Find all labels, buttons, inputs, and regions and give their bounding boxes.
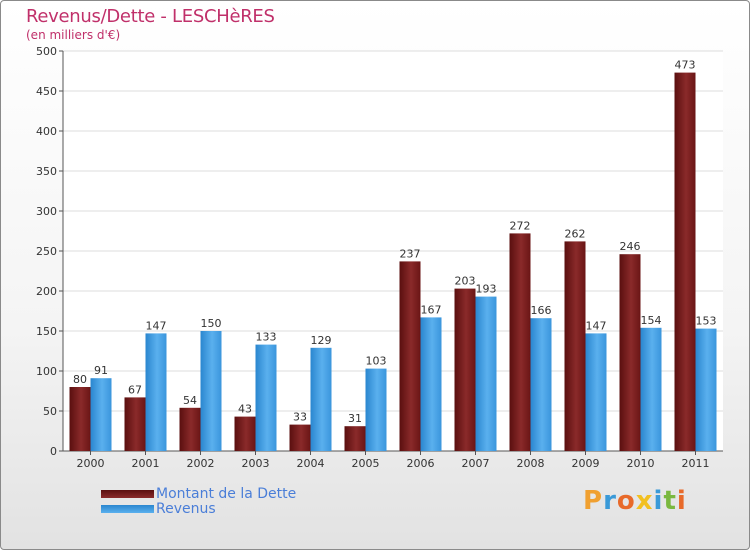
y-tick-label: 100 [36,365,57,378]
data-label: 237 [400,247,421,260]
legend-swatch-debt [101,490,154,498]
data-label: 193 [476,283,497,296]
bar-revenue [585,333,607,451]
bar-revenue [310,347,332,451]
bar-debt [619,254,641,451]
data-label: 147 [146,319,167,332]
bar-revenue [255,344,277,451]
data-label: 246 [620,240,641,253]
data-label: 272 [510,219,531,232]
data-label: 133 [256,331,277,344]
bar-debt [124,397,146,451]
x-tick-label: 2004 [297,457,325,470]
data-label: 150 [201,317,222,330]
legend-label-debt: Montant de la Dette [156,486,297,502]
proxiti-logo: Proxiti [583,486,687,516]
chart-title: Revenus/Dette - LESCHèRES [26,6,275,27]
bar-debt [399,261,421,451]
legend-swatch-revenue [101,505,154,513]
x-tick-label: 2000 [77,457,105,470]
y-tick-label: 400 [36,125,57,138]
data-label: 33 [293,411,307,424]
bar-debt [179,407,201,451]
bar-debt [289,424,311,451]
y-tick-label: 150 [36,325,57,338]
logo-letter: o [616,486,636,516]
bar-debt [69,387,91,451]
bar-revenue [365,368,387,451]
x-tick-label: 2002 [187,457,215,470]
y-tick-label: 0 [50,445,57,458]
bar-debt [564,241,586,451]
data-label: 203 [455,275,476,288]
logo-letter: i [676,486,687,516]
logo-letter: x [635,486,654,516]
bar-revenue [640,327,662,451]
data-label: 67 [128,383,142,396]
x-tick-label: 2003 [242,457,270,470]
x-tick-label: 2010 [627,457,655,470]
bar-debt [509,233,531,451]
bar-revenue [530,318,552,451]
bar-debt [344,426,366,451]
logo-letter: P [583,486,604,516]
data-label: 166 [531,304,552,317]
data-label: 262 [565,227,586,240]
x-tick-label: 2008 [517,457,545,470]
y-tick-label: 300 [36,205,57,218]
data-label: 167 [421,303,442,316]
data-label: 91 [94,364,108,377]
y-tick-label: 350 [36,165,57,178]
data-label: 154 [641,314,662,327]
bar-debt [234,416,256,451]
y-tick-label: 500 [36,45,57,58]
bar-revenue [420,317,442,451]
logo-letter: t [663,486,677,516]
data-label: 473 [675,59,696,72]
data-label: 147 [586,319,607,332]
data-label: 43 [238,403,252,416]
y-tick-label: 200 [36,285,57,298]
bar-debt [454,288,476,451]
x-tick-label: 2007 [462,457,490,470]
y-tick-label: 50 [43,405,57,418]
bar-revenue [90,378,112,451]
y-tick-label: 250 [36,245,57,258]
bar-revenue [200,331,222,451]
data-label: 31 [348,412,362,425]
bar-revenue [145,333,167,451]
data-label: 80 [73,373,87,386]
y-tick-label: 450 [36,85,57,98]
x-tick-label: 2005 [352,457,380,470]
bar-debt [674,72,696,451]
x-tick-label: 2006 [407,457,435,470]
data-label: 129 [311,334,332,347]
chart-subtitle: (en milliers d'€) [26,28,121,42]
data-label: 54 [183,394,197,407]
legend-label-revenue: Revenus [156,501,216,517]
bar-revenue [475,296,497,451]
data-label: 103 [366,355,387,368]
bar-revenue [695,328,717,451]
logo-letter: r [603,486,617,516]
x-tick-label: 2009 [572,457,600,470]
data-label: 153 [696,315,717,328]
logo-letter: i [653,486,664,516]
x-tick-label: 2011 [682,457,710,470]
x-tick-label: 2001 [132,457,160,470]
